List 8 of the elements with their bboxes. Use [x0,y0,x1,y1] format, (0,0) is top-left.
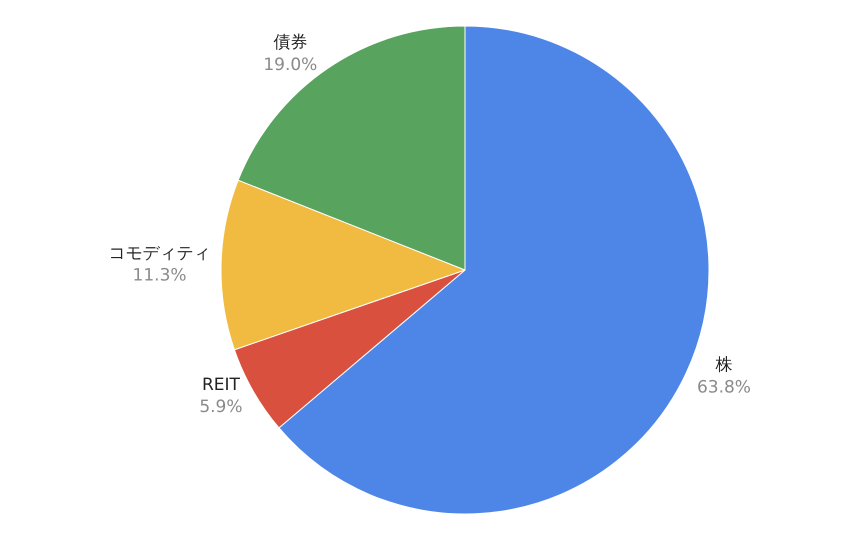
data-label: 19.0% [263,54,318,75]
slice-label: 債券 [273,32,308,53]
data-label: 11.3% [132,266,187,286]
data-label: 5.9% [199,397,243,418]
data-label: 63.8% [696,377,751,398]
slice-label: REIT [202,375,241,396]
slice-label: 株 [714,355,732,376]
slice-label: コモディティ [108,244,211,264]
